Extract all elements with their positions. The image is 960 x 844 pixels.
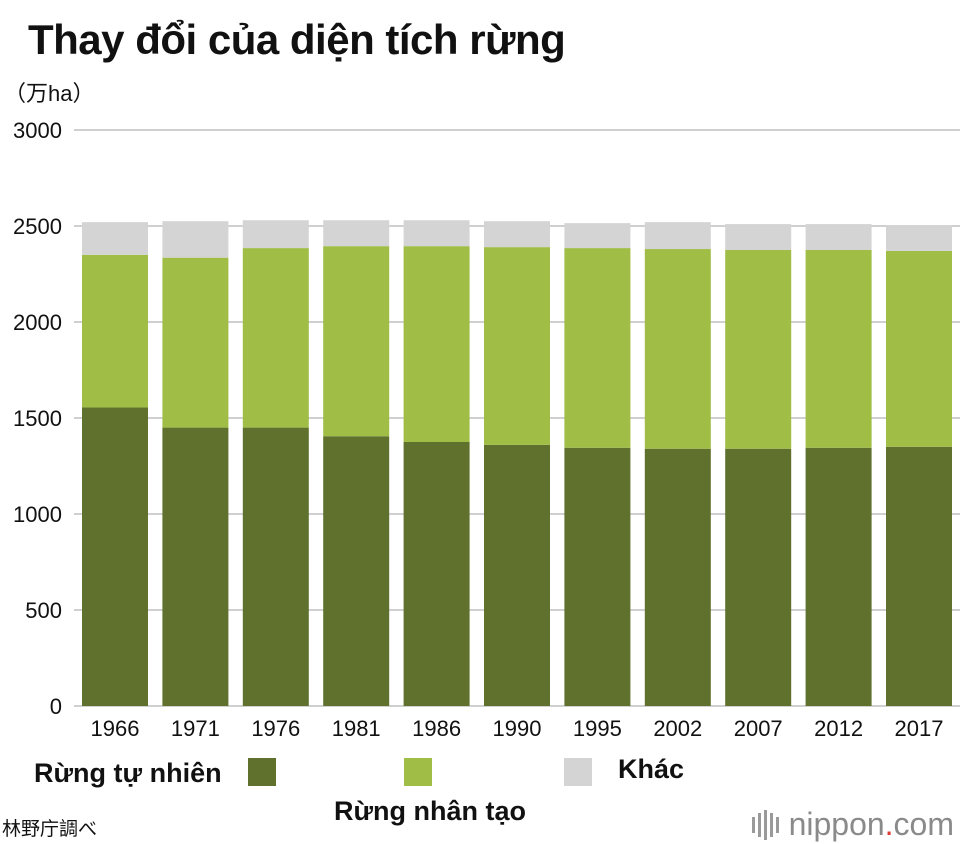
bar-segment-1990-planted [484, 247, 550, 445]
legend-label-natural-forest: Rừng tự nhiên [34, 758, 222, 788]
legend-swatch-planted-forest [404, 758, 432, 786]
y-tick-label: 1500 [13, 406, 62, 431]
bar-segment-2012-planted [805, 250, 872, 448]
y-tick-labels: 0 500 1000 1500 2000 2500 3000 [13, 118, 62, 719]
x-tick-label: 1976 [251, 716, 300, 741]
bar-segment-2007-planted [725, 250, 792, 449]
source-note: 林野庁調べ [2, 818, 98, 840]
bar-segment-1986-other [403, 220, 470, 247]
bar-segment-2012-other [805, 224, 872, 250]
x-tick-label: 2012 [814, 716, 863, 741]
legend-label-planted-forest: Rừng nhân tạo [334, 796, 527, 826]
chart-title: Thay đổi của diện tích rừng [28, 16, 566, 63]
bars [82, 220, 952, 706]
y-tick-label: 2000 [13, 310, 62, 335]
x-tick-label: 1990 [493, 716, 542, 741]
y-tick-label: 2500 [13, 214, 62, 239]
bar-segment-1971-other [162, 221, 229, 258]
bar-segment-1986-natural [403, 442, 470, 706]
bar-segment-1966-natural [82, 407, 148, 706]
bar-segment-2017-natural [886, 446, 952, 706]
y-tick-label: 3000 [13, 118, 62, 143]
bar-segment-2007-other [725, 224, 792, 250]
x-tick-label: 1971 [171, 716, 220, 741]
x-tick-label: 2007 [734, 716, 783, 741]
x-tick-label: 2002 [653, 716, 702, 741]
bar-segment-1986-planted [403, 246, 470, 442]
bar-segment-1976-other [242, 220, 309, 249]
x-tick-label: 1966 [91, 716, 140, 741]
brand-dot: . [884, 806, 894, 842]
x-tick-label: 2017 [895, 716, 944, 741]
legend-label-other: Khác [618, 754, 685, 784]
legend-swatch-other [564, 758, 592, 786]
x-tick-label: 1981 [332, 716, 381, 741]
bar-segment-2002-planted [644, 249, 711, 449]
bar-segment-2002-other [644, 222, 711, 250]
bar-segment-2017-planted [886, 250, 952, 447]
bar-segment-1976-natural [242, 427, 309, 706]
bar-segment-2012-natural [805, 447, 872, 706]
bar-segment-2017-other [886, 225, 952, 251]
bar-segment-1995-planted [564, 248, 631, 448]
bar-segment-1976-planted [242, 248, 309, 428]
stacked-bar-chart: 0 500 1000 1500 2000 2500 3000 1966 1971 1976 198… [13, 118, 960, 741]
bar-segment-1990-natural [484, 444, 550, 706]
bar-segment-1995-natural [564, 447, 631, 706]
brand-suffix: com [893, 806, 954, 842]
y-tick-label: 1000 [13, 502, 62, 527]
bar-segment-2002-natural [644, 448, 711, 706]
bar-segment-1995-other [564, 223, 631, 249]
nippon-logo-bars-icon [751, 809, 779, 840]
bar-segment-1966-planted [82, 254, 148, 408]
bar-segment-1966-other [82, 222, 148, 255]
y-tick-label: 0 [50, 694, 62, 719]
bar-segment-1971-natural [162, 427, 229, 706]
x-tick-labels: 1966 1971 1976 1981 1986 1990 1995 2002 2007 2012… [91, 716, 944, 741]
legend-swatch-natural-forest [248, 758, 276, 786]
bar-segment-1981-planted [323, 246, 390, 437]
bar-segment-1981-natural [323, 436, 390, 706]
bar-segment-1971-planted [162, 257, 229, 428]
bar-segment-1981-other [323, 220, 390, 247]
x-tick-label: 1995 [573, 716, 622, 741]
brand-name: nippon [788, 806, 885, 842]
y-axis-unit-label: （万ha） [4, 81, 95, 106]
bar-segment-2007-natural [725, 448, 792, 706]
x-tick-label: 1986 [412, 716, 461, 741]
y-tick-label: 500 [25, 598, 62, 623]
nippon-logo: nippon. com [751, 806, 954, 843]
bar-segment-1990-other [484, 221, 550, 248]
